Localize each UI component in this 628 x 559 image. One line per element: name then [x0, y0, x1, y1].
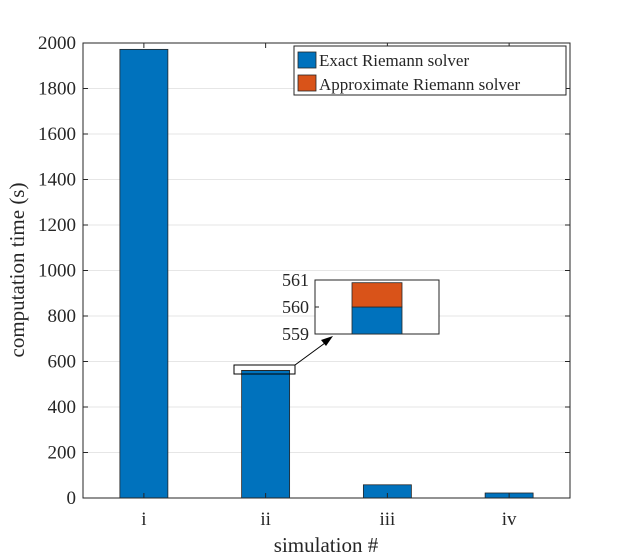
x-tick-label: ii: [260, 509, 271, 530]
y-tick-label: 1800: [38, 79, 76, 100]
y-tick-label: 800: [48, 306, 77, 327]
legend-label-exact: Exact Riemann solver: [319, 51, 469, 70]
inset-bars: [351, 282, 403, 335]
y-axis-label: computation time (s): [5, 183, 29, 358]
bar-i-series-0: [119, 48, 169, 499]
y-axis-ticks: 0 200 400 600 800 1000 1200 1400 1600 1800 2000: [38, 33, 570, 509]
bars: [119, 48, 534, 499]
x-axis-ticks: i ii iii iv: [141, 43, 517, 530]
y-tick-label: 1600: [38, 124, 76, 145]
inset-zoom: 559 560 561: [282, 270, 440, 344]
inset-y-ticks: 559 560 561: [282, 270, 319, 344]
legend-label-approximate: Approximate Riemann solver: [319, 75, 520, 94]
legend-swatch-approximate: [297, 74, 317, 92]
inset-bar-series-0: [351, 306, 403, 335]
x-tick-label: iii: [379, 509, 395, 530]
inset-bar-series-1: [351, 282, 403, 308]
zoom-arrow-line: [294, 342, 326, 366]
bar-ii-series-0: [241, 370, 291, 499]
zoom-arrow-head: [321, 336, 333, 346]
y-tick-label: 600: [48, 352, 77, 373]
inset-tick-label: 559: [282, 324, 309, 344]
y-tick-label: 1200: [38, 215, 76, 236]
legend-box: [293, 45, 567, 96]
y-tick-label: 1000: [38, 261, 76, 282]
y-tick-label: 200: [48, 443, 77, 464]
y-tick-label: 400: [48, 397, 77, 418]
x-tick-label: iv: [502, 509, 517, 530]
x-axis-label: simulation #: [274, 533, 379, 557]
x-tick-label: i: [141, 509, 146, 530]
y-tick-label: 1400: [38, 170, 76, 191]
y-tick-label: 0: [67, 488, 77, 509]
legend-swatch-exact: [297, 51, 317, 69]
inset-tick-label: 560: [282, 297, 309, 317]
y-tick-label: 2000: [38, 33, 76, 54]
inset-tick-label: 561: [282, 270, 309, 290]
zoom-region-marker: [233, 364, 296, 375]
legend: Exact Riemann solver Approximate Riemann…: [293, 45, 567, 96]
